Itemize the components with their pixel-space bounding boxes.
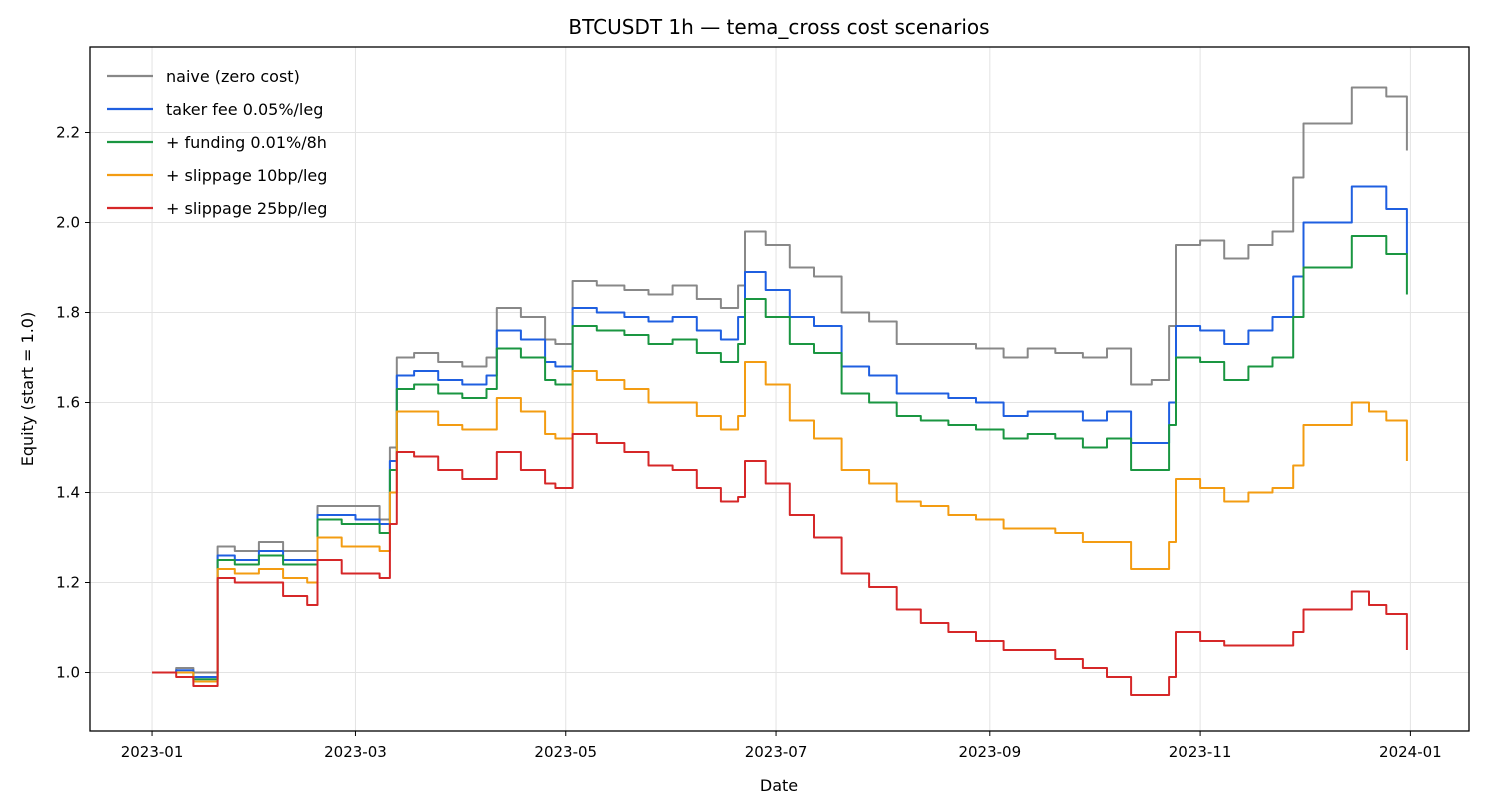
legend-label: + slippage 10bp/leg (166, 166, 327, 185)
y-tick-label: 1.4 (56, 484, 80, 502)
legend: naive (zero cost) taker fee 0.05%/leg + fu… (107, 67, 327, 218)
grid (90, 47, 1469, 731)
legend-label: naive (zero cost) (166, 67, 300, 86)
series-line-4 (152, 361, 1408, 683)
y-tick-label: 2.0 (56, 214, 80, 232)
y-tick-label: 2.2 (56, 124, 80, 142)
x-tick-label: 2023-01 (121, 743, 184, 761)
y-tick-label: 1.6 (56, 394, 80, 412)
x-tick-label: 2023-09 (958, 743, 1021, 761)
legend-label: + funding 0.01%/8h (166, 133, 327, 152)
x-axis-label: Date (760, 776, 798, 795)
x-tick-label: 2024-01 (1379, 743, 1442, 761)
x-tick-label: 2023-11 (1169, 743, 1232, 761)
y-tick-label: 1.2 (56, 574, 80, 592)
legend-label: + slippage 25bp/leg (166, 199, 327, 218)
series-line-5 (152, 433, 1408, 696)
series-line-2 (152, 185, 1408, 678)
y-axis-label: Equity (start = 1.0) (18, 312, 37, 466)
chart-title: BTCUSDT 1h — tema_cross cost scenarios (568, 15, 989, 39)
x-tick-label: 2023-05 (534, 743, 597, 761)
series-line-3 (152, 235, 1408, 681)
x-tick-label: 2023-03 (324, 743, 387, 761)
plot-frame (89, 46, 1470, 732)
y-tick-label: 1.8 (56, 304, 80, 322)
y-tick-label: 1.0 (56, 664, 80, 682)
series-layer (152, 86, 1408, 696)
legend-label: taker fee 0.05%/leg (166, 100, 323, 119)
x-axis: 2023-01 2023-03 2023-05 2023-07 2023-09 2023-… (121, 731, 1442, 761)
x-tick-label: 2023-07 (745, 743, 808, 761)
y-axis: 1.0 1.2 1.4 1.6 1.8 2.0 2.2 (56, 124, 90, 682)
